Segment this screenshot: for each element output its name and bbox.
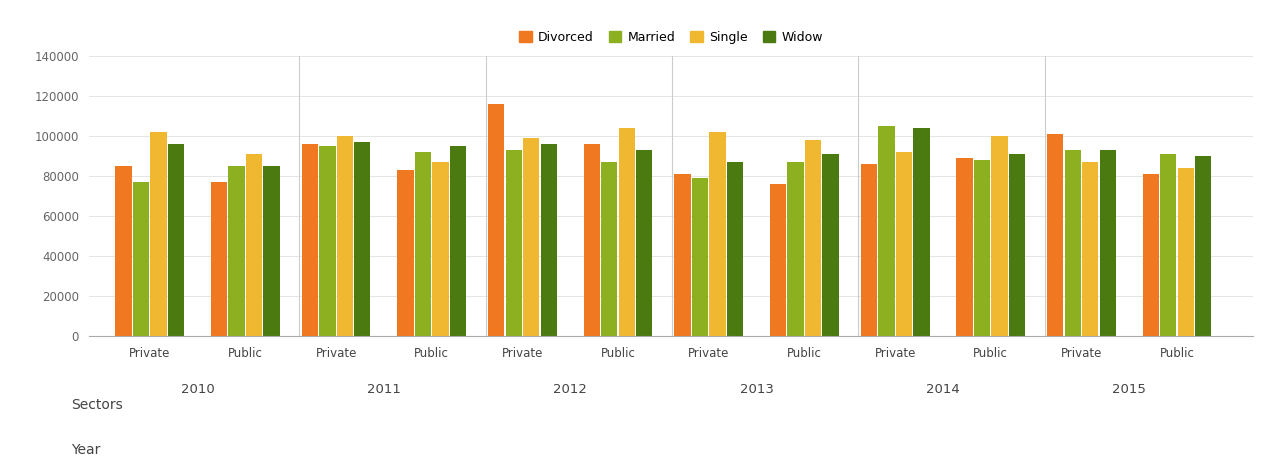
Bar: [301, 144, 318, 336]
Legend: Divorced, Married, Single, Widow: Divorced, Married, Single, Widow: [514, 26, 828, 49]
Bar: [823, 154, 838, 336]
Bar: [636, 150, 652, 336]
Bar: [1009, 154, 1025, 336]
Bar: [211, 182, 227, 336]
Bar: [693, 178, 708, 336]
Bar: [228, 166, 244, 336]
Text: 2013: 2013: [739, 383, 774, 396]
Bar: [246, 154, 262, 336]
Bar: [727, 162, 743, 336]
Bar: [337, 136, 353, 336]
Bar: [523, 138, 539, 336]
Bar: [319, 146, 335, 336]
Bar: [263, 166, 280, 336]
Bar: [1177, 168, 1194, 336]
Bar: [449, 146, 466, 336]
Bar: [956, 158, 972, 336]
Bar: [151, 132, 167, 336]
Bar: [896, 152, 912, 336]
Bar: [354, 142, 371, 336]
Bar: [505, 150, 522, 336]
Bar: [861, 164, 877, 336]
Bar: [770, 184, 786, 336]
Text: 2012: 2012: [553, 383, 587, 396]
Bar: [133, 182, 149, 336]
Bar: [1047, 134, 1063, 336]
Bar: [879, 126, 895, 336]
Bar: [541, 144, 557, 336]
Bar: [974, 160, 990, 336]
Bar: [489, 104, 504, 336]
Bar: [415, 152, 430, 336]
Bar: [168, 144, 184, 336]
Text: Year: Year: [71, 443, 100, 457]
Text: 2011: 2011: [367, 383, 401, 396]
Bar: [1160, 154, 1176, 336]
Bar: [787, 162, 804, 336]
Bar: [709, 132, 725, 336]
Bar: [584, 144, 600, 336]
Bar: [991, 136, 1008, 336]
Bar: [805, 140, 822, 336]
Text: 2015: 2015: [1113, 383, 1146, 396]
Bar: [1082, 162, 1099, 336]
Bar: [115, 166, 132, 336]
Bar: [601, 162, 618, 336]
Bar: [913, 128, 929, 336]
Bar: [619, 128, 634, 336]
Bar: [675, 174, 691, 336]
Bar: [1143, 174, 1158, 336]
Bar: [1065, 150, 1081, 336]
Bar: [398, 170, 414, 336]
Bar: [432, 162, 448, 336]
Text: 2014: 2014: [925, 383, 960, 396]
Text: Sectors: Sectors: [71, 398, 123, 412]
Bar: [1195, 156, 1212, 336]
Bar: [1100, 150, 1115, 336]
Text: 2010: 2010: [181, 383, 214, 396]
